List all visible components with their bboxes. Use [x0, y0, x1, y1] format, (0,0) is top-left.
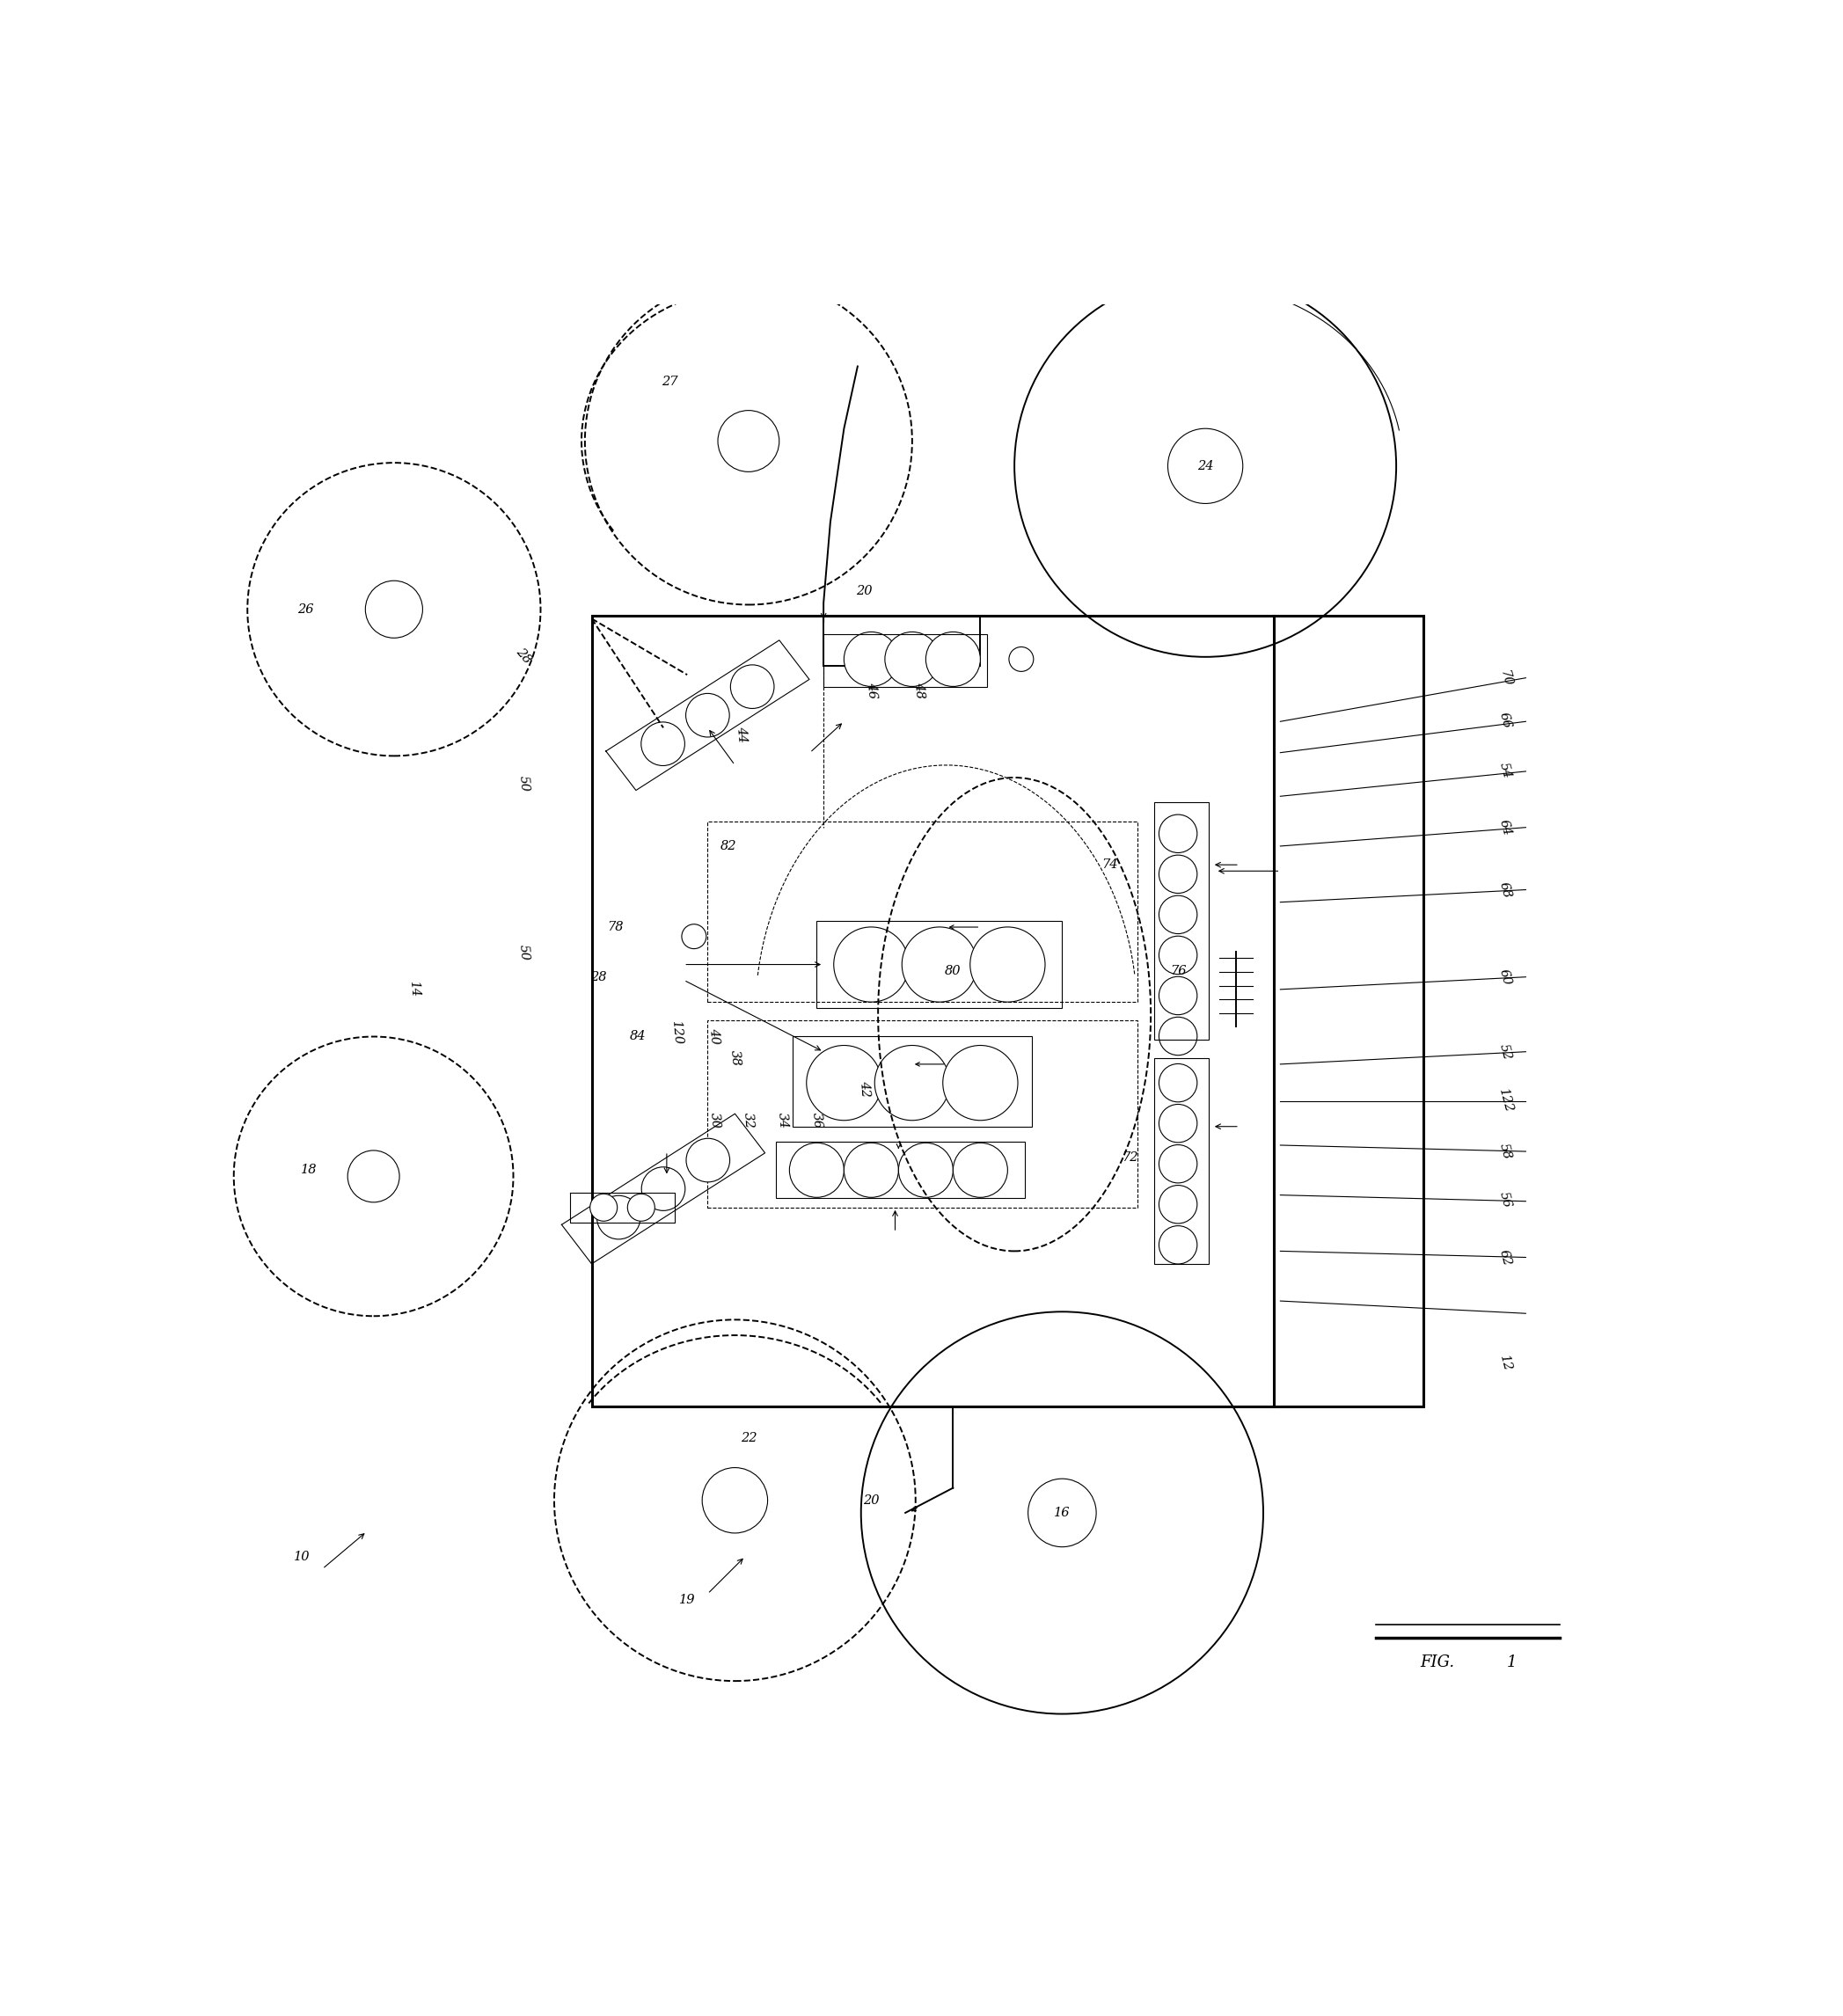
Text: 19: 19	[678, 1595, 695, 1607]
Text: 26: 26	[297, 603, 313, 615]
Circle shape	[925, 631, 980, 687]
Circle shape	[597, 1195, 641, 1240]
Circle shape	[590, 1193, 617, 1222]
Text: 48: 48	[912, 681, 925, 700]
Text: 62: 62	[1497, 1248, 1513, 1266]
Circle shape	[1159, 895, 1198, 933]
Text: 68: 68	[1497, 881, 1513, 899]
Circle shape	[944, 1046, 1017, 1121]
Bar	[1154, 802, 1209, 1040]
Text: 34: 34	[776, 1111, 789, 1129]
Circle shape	[1159, 1226, 1198, 1264]
Text: 60: 60	[1497, 968, 1513, 986]
Text: 20: 20	[863, 1494, 879, 1506]
Text: 80: 80	[945, 964, 962, 978]
Circle shape	[686, 1139, 730, 1181]
Text: 56: 56	[1497, 1191, 1513, 1210]
Text: 10: 10	[293, 1550, 310, 1562]
Bar	[792, 1036, 1032, 1127]
Bar	[592, 615, 1423, 1407]
Text: 40: 40	[708, 1028, 721, 1044]
Text: 36: 36	[809, 1111, 824, 1129]
Circle shape	[1159, 1105, 1198, 1143]
Circle shape	[969, 927, 1045, 1002]
Text: 12: 12	[1497, 1355, 1513, 1373]
Circle shape	[875, 1046, 949, 1121]
Text: 50: 50	[516, 776, 531, 792]
Text: 66: 66	[1497, 712, 1513, 730]
Circle shape	[953, 1143, 1008, 1198]
Text: 44: 44	[735, 726, 748, 742]
Circle shape	[1159, 1185, 1198, 1224]
Circle shape	[1159, 1016, 1198, 1054]
Circle shape	[686, 694, 730, 738]
Circle shape	[730, 665, 774, 708]
Circle shape	[844, 1143, 899, 1198]
Circle shape	[627, 1193, 654, 1222]
Text: 54: 54	[1497, 760, 1513, 780]
Circle shape	[833, 927, 909, 1002]
Circle shape	[1159, 935, 1198, 974]
Circle shape	[844, 631, 899, 687]
Text: 46: 46	[864, 681, 877, 700]
Text: 28: 28	[590, 972, 606, 984]
Circle shape	[901, 927, 977, 1002]
Text: 20: 20	[857, 585, 872, 597]
Circle shape	[641, 722, 686, 766]
Text: 76: 76	[1170, 964, 1187, 978]
Text: FIG.: FIG.	[1419, 1655, 1454, 1671]
Text: 72: 72	[1122, 1151, 1139, 1163]
Text: 64: 64	[1497, 818, 1513, 837]
Text: 42: 42	[857, 1081, 872, 1099]
Circle shape	[789, 1143, 844, 1198]
Circle shape	[1159, 976, 1198, 1014]
Text: 28: 28	[514, 645, 533, 665]
Circle shape	[1159, 1064, 1198, 1103]
Text: 70: 70	[1497, 669, 1513, 687]
Text: 1: 1	[1508, 1655, 1517, 1671]
Bar	[816, 921, 1062, 1008]
Circle shape	[807, 1046, 881, 1121]
Bar	[824, 635, 988, 687]
Text: 50: 50	[516, 943, 531, 962]
Text: 120: 120	[669, 1020, 684, 1046]
Bar	[1154, 1058, 1209, 1264]
Text: 38: 38	[728, 1048, 741, 1066]
Text: 82: 82	[721, 841, 735, 853]
Bar	[708, 821, 1137, 1002]
Circle shape	[885, 631, 940, 687]
Circle shape	[1159, 814, 1198, 853]
Circle shape	[641, 1167, 686, 1212]
Bar	[776, 1143, 1025, 1198]
Text: 24: 24	[1198, 460, 1213, 472]
Text: 78: 78	[608, 921, 623, 933]
Text: 52: 52	[1497, 1042, 1513, 1060]
Text: 18: 18	[300, 1163, 317, 1175]
Text: 16: 16	[1054, 1506, 1071, 1518]
Circle shape	[1159, 1145, 1198, 1183]
Text: 74: 74	[1102, 859, 1119, 871]
Text: 122: 122	[1497, 1087, 1515, 1113]
Text: 58: 58	[1497, 1141, 1513, 1161]
Text: 14: 14	[407, 980, 422, 998]
Bar	[824, 615, 980, 665]
Text: 84: 84	[630, 1030, 647, 1042]
Text: 22: 22	[741, 1431, 757, 1443]
Text: 27: 27	[662, 375, 678, 387]
Circle shape	[1159, 855, 1198, 893]
Circle shape	[899, 1143, 953, 1198]
Bar	[708, 1020, 1137, 1208]
Text: 30: 30	[708, 1111, 721, 1129]
Text: 32: 32	[741, 1111, 756, 1129]
